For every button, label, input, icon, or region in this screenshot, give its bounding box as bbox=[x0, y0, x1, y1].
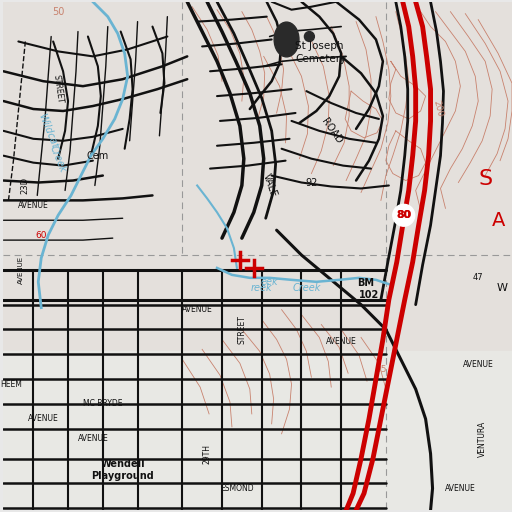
Text: STREET: STREET bbox=[238, 315, 246, 344]
Text: VALE: VALE bbox=[261, 173, 279, 199]
Text: St Joseph: St Joseph bbox=[295, 41, 344, 51]
Text: HEEM: HEEM bbox=[1, 379, 23, 389]
Text: 95: 95 bbox=[375, 365, 387, 374]
Text: W: W bbox=[497, 283, 507, 293]
Text: BM: BM bbox=[357, 278, 374, 288]
Circle shape bbox=[305, 32, 314, 41]
Text: S: S bbox=[478, 168, 492, 188]
Text: 60: 60 bbox=[35, 230, 47, 240]
Text: AVENUE: AVENUE bbox=[77, 434, 108, 443]
Text: MC BRYDE: MC BRYDE bbox=[83, 399, 122, 409]
Bar bbox=[4, 351, 512, 510]
Text: AVENUE: AVENUE bbox=[326, 337, 356, 346]
Circle shape bbox=[393, 204, 415, 226]
Text: VENTURA: VENTURA bbox=[478, 421, 487, 457]
Text: Creek: Creek bbox=[292, 283, 321, 293]
Text: A: A bbox=[492, 211, 505, 230]
Text: AVENUE: AVENUE bbox=[445, 484, 476, 493]
Text: 50: 50 bbox=[52, 7, 65, 17]
Text: ROAD: ROAD bbox=[319, 116, 344, 145]
Text: Creek: Creek bbox=[48, 144, 68, 174]
Text: AVENUE: AVENUE bbox=[28, 414, 58, 423]
Text: ESMOND: ESMOND bbox=[220, 484, 254, 493]
Text: Wildcat: Wildcat bbox=[37, 112, 60, 150]
Text: 23D: 23D bbox=[21, 177, 30, 194]
Text: Wendell: Wendell bbox=[100, 459, 145, 468]
Text: 29TH: 29TH bbox=[203, 443, 211, 464]
Text: 80: 80 bbox=[396, 210, 412, 220]
Text: Cem: Cem bbox=[87, 151, 109, 161]
Text: AVENUE: AVENUE bbox=[463, 360, 494, 369]
Ellipse shape bbox=[274, 22, 299, 57]
Text: AVENUE: AVENUE bbox=[18, 201, 49, 210]
Text: 47: 47 bbox=[473, 273, 483, 282]
Text: reek: reek bbox=[251, 283, 272, 293]
Text: eek: eek bbox=[261, 277, 279, 287]
Text: AVENUE: AVENUE bbox=[18, 256, 25, 284]
Text: Playground: Playground bbox=[91, 472, 154, 481]
Text: AVENUE: AVENUE bbox=[182, 305, 212, 314]
Text: 102: 102 bbox=[359, 290, 379, 300]
Text: STREET: STREET bbox=[52, 74, 65, 104]
Text: 200: 200 bbox=[431, 99, 444, 118]
Text: Cemetery: Cemetery bbox=[296, 54, 347, 65]
Text: 80: 80 bbox=[396, 210, 411, 220]
Text: 92: 92 bbox=[305, 178, 317, 187]
